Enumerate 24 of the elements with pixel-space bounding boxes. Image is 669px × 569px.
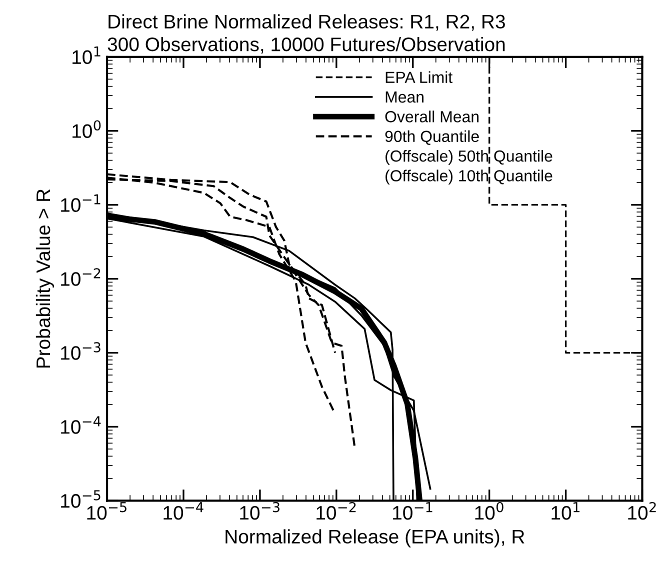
- x-tick-label: 10$^{0}$: [475, 502, 504, 520]
- legend-label: 90th Quantile: [385, 130, 479, 145]
- chart-subtitle: 300 Observations, 10000 Futures/Observation: [108, 36, 505, 54]
- x-tick-label: 10$^{−1}$: [393, 502, 432, 520]
- legend-label: EPA Limit: [386, 71, 452, 83]
- y-tick-label: 10$^{−4}$: [61, 416, 101, 434]
- y-tick-label: 10$^{−1}$: [61, 194, 100, 212]
- x-tick-label: 10$^{−2}$: [316, 502, 356, 520]
- annotation: (Offscale) 50th Quantile: [386, 150, 552, 165]
- y-tick-label: 10$^{−2}$: [61, 268, 100, 286]
- x-axis-title: Normalized Release (EPA units), R: [226, 529, 524, 548]
- x-tick-label: 10$^{−3}$: [240, 502, 280, 520]
- x-tick-label: 10$^{1}$: [552, 502, 580, 520]
- y-tick-label: 10$^{1}$: [72, 46, 100, 64]
- y-tick-label: 10$^{−3}$: [61, 342, 100, 360]
- x-tick-label: 10$^{−4}$: [164, 502, 204, 520]
- legend-label: Mean: [386, 92, 424, 103]
- y-axis-title: Probability Value > R: [36, 189, 54, 368]
- x-tick-label: 10$^{−5}$: [87, 502, 126, 520]
- chart-title: Direct Brine Normalized Releases: R1, R2, R3: [108, 14, 505, 31]
- x-tick-label: 10$^{2}$: [628, 502, 656, 520]
- legend-label: Overall Mean: [385, 110, 478, 122]
- y-tick-label: 10$^{0}$: [72, 120, 101, 138]
- annotation: (Offscale) 10th Quantile: [386, 170, 552, 185]
